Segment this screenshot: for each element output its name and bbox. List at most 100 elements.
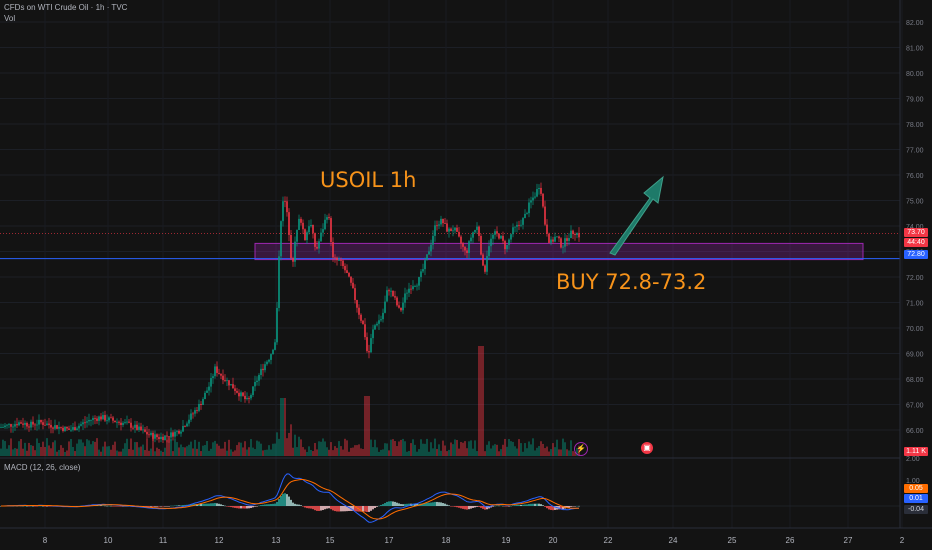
macd-histogram-bar (280, 495, 282, 506)
macd-histogram-bar (378, 505, 380, 507)
macd-histogram-bar (222, 505, 224, 506)
candle-body (450, 228, 452, 232)
macd-histogram-bar (502, 505, 504, 507)
buy-zone-rect (254, 242, 864, 261)
volume-bar (188, 444, 190, 456)
macd-histogram-bar (284, 493, 286, 506)
flag-icon[interactable]: ▣ (641, 442, 653, 454)
volume-bar (512, 441, 514, 456)
candle-body (334, 257, 336, 259)
candle-body (352, 282, 354, 289)
candle-body (438, 224, 440, 226)
volume-bar (494, 444, 496, 456)
candle-body (230, 384, 232, 386)
macd-histogram-bar (44, 506, 46, 507)
candle-body (220, 373, 222, 376)
volume-bar (438, 444, 440, 456)
macd-histogram-bar (266, 504, 268, 506)
volume-bar (332, 450, 334, 456)
volume-bar (76, 443, 78, 456)
candle-body (552, 239, 554, 242)
candle-body (510, 234, 512, 240)
volume-bar (204, 445, 206, 456)
macd-line-tag: -0.04 (904, 505, 928, 514)
volume-bar (518, 439, 520, 456)
volume-bar (452, 444, 454, 456)
volume-bar (352, 447, 354, 456)
volume-bar (148, 450, 150, 456)
price-tick-label: 69.00 (906, 352, 924, 359)
candle-body (322, 229, 324, 233)
candle-body (538, 187, 540, 190)
candle-body (430, 244, 432, 252)
candle-body (554, 236, 556, 242)
candle-body (508, 239, 510, 245)
macd-histogram-bar (530, 503, 532, 506)
volume-bar (36, 438, 38, 456)
volume-bar (66, 450, 68, 456)
candle-body (550, 239, 552, 243)
volume-bar (346, 440, 348, 456)
candle-body (206, 390, 208, 393)
volume-bar (162, 451, 164, 456)
volume-bar (40, 446, 42, 456)
candle-body (180, 431, 182, 434)
candle-body (46, 423, 48, 426)
candle-body (480, 235, 482, 255)
candle-body (10, 424, 12, 427)
macd-histogram-bar (246, 506, 248, 509)
volume-bar (374, 439, 376, 456)
macd-histogram-bar (226, 506, 228, 507)
volume-bar (64, 451, 66, 456)
candle-body (302, 222, 304, 230)
candle-body (152, 432, 154, 439)
candle-body (328, 217, 330, 219)
macd-histogram-bar (380, 504, 382, 506)
macd-histogram-bar (562, 506, 564, 510)
price-tick-label: 75.00 (906, 199, 924, 206)
candle-body (50, 424, 52, 428)
volume-bar (252, 447, 254, 456)
macd-histogram-bar (150, 506, 152, 507)
candle-body (526, 213, 528, 214)
macd-histogram-bar (364, 506, 366, 512)
macd-histogram-bar (576, 505, 578, 507)
volume-bar (222, 448, 224, 456)
macd-histogram-bar (258, 505, 260, 507)
candle-body (292, 258, 294, 262)
volume-bar (90, 444, 92, 456)
candle-body (456, 227, 458, 232)
candle-body (312, 224, 314, 234)
volume-bar (466, 448, 468, 456)
flash-icon[interactable]: ⚡ (574, 442, 588, 456)
volume-bar (560, 449, 562, 456)
volume-bar (80, 439, 82, 456)
candle-body (244, 395, 246, 400)
macd-histogram-bar (252, 506, 254, 508)
macd-histogram-bar (416, 503, 418, 506)
candle-body (248, 398, 250, 399)
volume-bar (548, 451, 550, 456)
macd-histogram-bar (236, 506, 238, 509)
candle-body (304, 229, 306, 241)
candle-body (444, 223, 446, 224)
candle-body (318, 241, 320, 249)
time-tick-label: 20 (549, 536, 558, 545)
macd-histogram-bar (216, 503, 218, 506)
candle-body (156, 434, 158, 438)
macd-histogram-bar (322, 506, 324, 511)
candle-body (16, 424, 18, 426)
macd-histogram-bar (398, 503, 400, 506)
macd-histogram-bar (542, 505, 544, 506)
candle-body (20, 422, 22, 424)
candle-body (462, 243, 464, 247)
macd-histogram-bar (402, 504, 404, 506)
macd-histogram-bar (492, 506, 494, 507)
macd-histogram-bar (268, 504, 270, 506)
macd-histogram-bar (338, 506, 340, 512)
candle-body (440, 218, 442, 225)
macd-histogram-bar (308, 506, 310, 509)
volume-bar (216, 443, 218, 456)
price-tick-label: 72.00 (906, 275, 924, 282)
